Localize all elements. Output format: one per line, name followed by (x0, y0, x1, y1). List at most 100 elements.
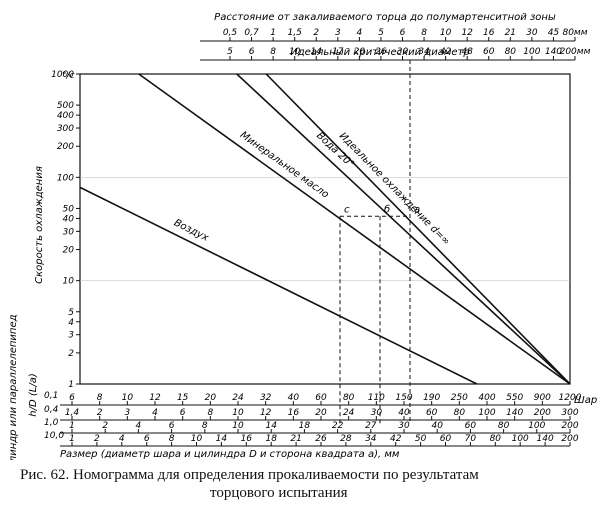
top-axis-1-label: Расстояние от закаливаемого торца до пол… (214, 12, 556, 23)
bottom-tick-label: 200 (561, 434, 578, 444)
bottom-tick-label: 21 (290, 434, 301, 444)
top-axis-2-tick-label: 20 (354, 47, 366, 57)
top-axis-2-tick-label: 80 (505, 47, 517, 57)
bottom-tick-label: 12 (149, 393, 161, 403)
bottom-tick-label: 10 (122, 393, 134, 403)
y-tick-label: 2 (68, 349, 74, 359)
top-axis-2-tick-label: 26 (375, 47, 387, 57)
y-tick-label: 20 (63, 246, 75, 256)
top-axis-2-tick-label: 17 (332, 47, 344, 57)
top-axis-1-tick-label: 4 (357, 28, 363, 38)
top-axis-2-tick-label: 34 (418, 47, 430, 57)
top-axis-1-tick-label: 1 (270, 28, 276, 38)
bottom-tick-label: 300 (561, 408, 578, 418)
bottom-tick-label: 60 (315, 393, 327, 403)
bottom-tick-label: 150 (395, 393, 412, 403)
top-axis-2-tick-label: 200мм (560, 47, 591, 57)
top-axis-1-tick-label: 21 (505, 28, 516, 38)
bottom-tick-label: 60 (440, 434, 452, 444)
bottom-tick-label: 10 (191, 434, 203, 444)
bottom-tick-label: 10 (232, 421, 244, 431)
series-line (236, 73, 571, 385)
bottom-tick-label: 2 (102, 421, 108, 431)
top-axis-2-tick-label: 140 (545, 47, 562, 57)
bottom-tick-label: 14 (216, 434, 228, 444)
y-tick-label: 1 (68, 380, 74, 390)
bottom-tick-label: 26 (315, 434, 327, 444)
bottom-tick-label: 20 (205, 393, 217, 403)
top-axis-2-tick-label: 8 (270, 47, 276, 57)
y-tick-label: 5 (68, 308, 74, 318)
top-axis-2-label: Идеальный критический диаметр (290, 47, 469, 58)
bottom-tick-label: 6 (169, 421, 175, 431)
bottom-tick-label: 190 (423, 393, 440, 403)
top-axis-2-tick-label: 14 (311, 47, 323, 57)
bottom-tick-label: 18 (299, 421, 311, 431)
bottom-tick-label: 80 (498, 421, 510, 431)
bottom-tick-label: 2 (97, 408, 103, 418)
bottom-tick-label: 2 (94, 434, 100, 444)
y-tick-label: 200 (57, 142, 74, 152)
top-axis-1-tick-label: 16 (483, 28, 495, 38)
bottom-tick-label: 80 (490, 434, 502, 444)
bottom-tick-label: 550 (506, 393, 523, 403)
bottom-tick-label: 14 (265, 421, 277, 431)
bottom-tick-label: 400 (478, 393, 495, 403)
bottom-tick-label: 28 (340, 434, 352, 444)
top-axis-1-tick-label: 3 (335, 28, 341, 38)
top-axis-1-tick-label: 8 (421, 28, 427, 38)
bottom-tick-label: 24 (232, 393, 244, 403)
bottom-tick-label: 70 (465, 434, 477, 444)
bottom-tick-label: 80 (454, 408, 466, 418)
y-tick-label: 500 (57, 101, 74, 111)
top-axis-2-tick-label: 10 (289, 47, 301, 57)
bottom-tick-label: 40 (398, 408, 410, 418)
bottom-tick-label: 1200 (559, 393, 582, 403)
bottom-tick-label: 6 (144, 434, 150, 444)
bottom-axis-shape-desc: цилиндр или параллелепипед (8, 314, 19, 460)
bottom-tick-label: 10 (232, 408, 244, 418)
top-axis-1-tick-label: 10 (440, 28, 452, 38)
top-axis-1-tick-label: 30 (526, 28, 538, 38)
grid-lines (80, 177, 570, 281)
bottom-tick-label: 8 (202, 421, 208, 431)
top-axis-2-tick-label: 60 (483, 47, 495, 57)
bottom-tick-label: 34 (365, 434, 377, 444)
y-tick-label: 10 (63, 277, 75, 287)
bottom-tick-label: 4 (136, 421, 142, 431)
shape-ratio-label: 1,0 (44, 418, 59, 428)
y-tick-label: 1000 (51, 70, 74, 80)
bottom-tick-label: 18 (265, 434, 277, 444)
bottom-tick-label: 60 (465, 421, 477, 431)
y-tick-label: 300 (57, 124, 74, 134)
bottom-tick-label: 250 (451, 393, 468, 403)
bottom-size-scales: 6 8 10 12 15 20 24 32 40 60 80 110 150 190 250 400 550 90… (60, 393, 597, 447)
series-label: Идеальное охлаждение d=∞ (337, 131, 452, 248)
bottom-tick-label: 1,4 (65, 408, 80, 418)
bottom-tick-label: 16 (241, 434, 253, 444)
bottom-tick-label: 140 (506, 408, 523, 418)
top-axis-1-tick-label: 2 (313, 28, 319, 38)
bottom-tick-label: 24 (343, 408, 355, 418)
top-axis-2-tick-label: 100 (523, 47, 540, 57)
bottom-tick-label: 4 (152, 408, 158, 418)
shape-ratio-label: 0,1 (44, 391, 58, 401)
bottom-tick-label: 12 (260, 408, 272, 418)
top-axis-1-tick-label: 0,5 (223, 28, 238, 38)
top-axis-2-tick-label: 5 (227, 47, 233, 57)
bottom-tick-label: 110 (368, 393, 385, 403)
figure-caption-line-2: торцового испытания (210, 485, 348, 501)
marker-label: б (384, 203, 390, 215)
y-axis-title: Скорость охлаждения (34, 166, 45, 284)
bottom-tick-label: 30 (371, 408, 383, 418)
bottom-tick-label: 16 (288, 408, 300, 418)
bottom-tick-label: 42 (390, 434, 402, 444)
series-line (138, 73, 571, 385)
y-tick-label: 100 (57, 173, 74, 183)
y-tick-label: 40 (63, 214, 75, 224)
top-axis-1-tick-label: 0,7 (244, 28, 259, 38)
figure-caption-line-1: Рис. 62. Номограмма для определения прок… (20, 467, 479, 483)
marker-label: а (414, 204, 420, 215)
